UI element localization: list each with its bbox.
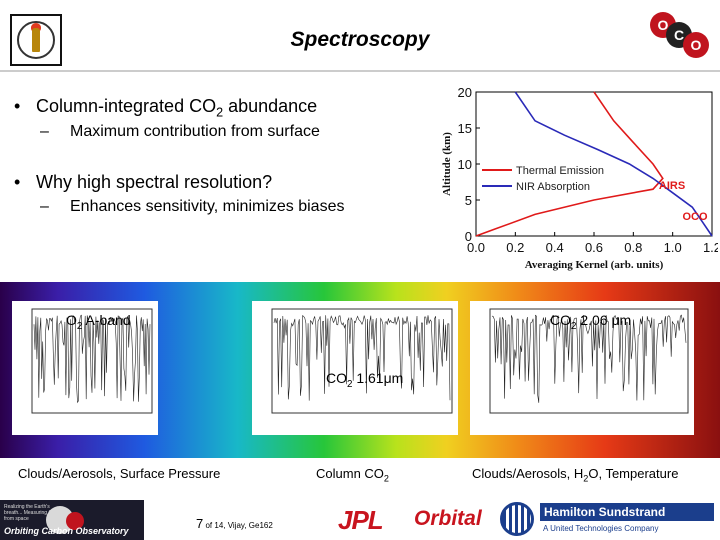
series-line-thermal-emission: [475, 91, 664, 237]
co2-molecule-icon: O C O: [650, 12, 712, 60]
jpl-logo: JPL: [338, 505, 384, 535]
series-line-nir-absorption: [514, 91, 713, 237]
y-tick-label: 10: [458, 157, 472, 172]
band-label-co2-206: CO2 2.06 μm: [550, 312, 632, 332]
hamilton-sundstrand-emblem-icon: [500, 502, 534, 536]
spectrum-frame: [271, 308, 453, 414]
series-tag-airs: AIRS: [659, 180, 685, 192]
plot-frame: [475, 91, 713, 237]
spectrum-trace: [33, 314, 151, 404]
bullet-column-integrated: • Column-integrated CO2 abundance: [14, 96, 318, 120]
caption-co2: Column CO2: [316, 466, 389, 484]
x-tick-label: 1.0: [664, 240, 682, 255]
y-tick-label: 5: [465, 193, 472, 208]
x-tick-label: 0.8: [624, 240, 642, 255]
x-tick-label: 0.4: [546, 240, 564, 255]
x-tick-label: 0.0: [467, 240, 485, 255]
header-divider: [0, 70, 720, 72]
y-tick-label: 20: [458, 86, 472, 100]
oco-mission-logo: Realizing the Earth's breath... Measurin…: [0, 500, 144, 540]
spectrum-frame: [489, 308, 689, 414]
caption-o2: Clouds/Aerosols, Surface Pressure: [18, 466, 221, 481]
band-label-o2: O2 A-band: [66, 312, 131, 332]
caption-h2o: Clouds/Aerosols, H2O, Temperature: [472, 466, 679, 484]
band-label-co2-161: CO2 1.61μm: [326, 370, 404, 390]
x-tick-label: 1.2: [703, 240, 718, 255]
spectrum-trace: [273, 315, 451, 401]
page-number: 7 of 14, Vijay, Ge162: [196, 516, 273, 531]
oxygen-atom: O: [683, 32, 709, 58]
orbital-logo: Orbital: [414, 507, 482, 530]
slide-title: Spectroscopy: [290, 28, 430, 51]
x-tick-label: 0.6: [585, 240, 603, 255]
spectrum-trace: [491, 314, 687, 403]
hamilton-sundstrand-tagline: A United Technologies Company: [543, 524, 659, 533]
spectrum-panel-co2-161: [252, 301, 458, 435]
sub-bullet-sensitivity: – Enhances sensitivity, minimizes biases: [40, 198, 345, 215]
spectrum-frame: [31, 308, 153, 414]
spectrum-panel-co2-206: [470, 301, 694, 435]
spectrum-panel-o2: [12, 301, 158, 435]
y-axis-label: Altitude (km): [441, 132, 453, 196]
series-tag-oco: OCO: [683, 211, 709, 223]
legend-entry: Thermal Emission: [516, 165, 604, 177]
y-tick-label: 15: [458, 121, 472, 136]
bullet-spectral-resolution: • Why high spectral resolution?: [14, 172, 273, 192]
averaging-kernel-chart: 0.0 0.2 0.4 0.6 0.8 1.0 1.2 0 5 10 15 20 Averaging K…: [441, 86, 718, 271]
hamilton-sundstrand-logo: Hamilton Sundstrand: [540, 503, 714, 521]
university-seal-logo: [10, 14, 62, 66]
legend-entry: NIR Absorption: [516, 181, 590, 193]
sub-bullet-surface: – Maximum contribution from surface: [40, 123, 320, 140]
y-tick-label: 0: [465, 229, 472, 244]
x-tick-label: 0.2: [506, 240, 524, 255]
x-axis-label: Averaging Kernel (arb. units): [525, 259, 664, 271]
